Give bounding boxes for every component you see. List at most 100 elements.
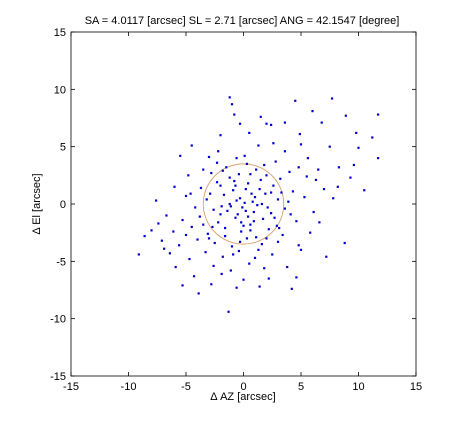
data-point [245,188,247,190]
data-point [295,220,297,222]
data-point [194,206,196,208]
data-point [161,240,163,242]
data-point [363,189,365,191]
data-point [187,174,189,176]
data-point [178,244,180,246]
data-point [307,157,309,159]
x-tick-label: 5 [298,381,304,393]
data-point [242,279,244,281]
data-point [226,210,228,212]
data-point [181,284,183,286]
data-point [233,113,235,115]
data-point [299,133,301,135]
data-point [265,123,267,125]
data-point [353,164,355,166]
data-point [260,116,262,118]
data-point [230,269,232,271]
chart-title: SA = 4.0117 [arcsec] SL = 2.71 [arcsec] … [85,15,400,27]
data-point [338,166,340,168]
data-point [247,216,249,218]
data-point [261,203,263,205]
data-point [208,237,210,239]
data-point [234,185,236,187]
data-point [249,229,251,231]
data-point [265,174,267,176]
data-point [306,175,308,177]
data-point [236,199,238,201]
x-tick-label: -10 [121,381,137,393]
data-point [248,263,250,265]
data-point [300,249,302,251]
data-point [202,169,204,171]
data-point [332,197,334,199]
data-point [221,205,223,207]
data-point [202,224,204,226]
data-point [265,237,267,239]
data-point [321,121,323,123]
data-point [239,123,241,125]
data-point [229,203,231,205]
data-point [294,100,296,102]
data-point [273,217,275,219]
data-point [263,164,265,166]
data-point [244,155,246,157]
data-point [377,113,379,115]
data-point [337,186,339,188]
data-point [224,235,226,237]
data-point [193,275,195,277]
data-point [371,136,373,138]
data-point [278,227,280,229]
data-point [298,166,300,168]
data-point [225,166,227,168]
data-point [239,197,241,199]
data-point [284,207,286,209]
data-point [253,211,255,213]
data-point [254,196,256,198]
data-point [331,97,333,99]
data-point [246,163,248,165]
data-point [349,177,351,179]
data-point [277,198,279,200]
data-point [216,181,218,183]
data-point [275,160,277,162]
data-point [208,156,210,158]
data-point [200,187,202,189]
data-point [290,213,292,215]
data-point [313,211,315,213]
data-point [198,292,200,294]
data-point [219,134,221,136]
data-point [345,115,347,117]
data-point [240,230,242,232]
data-point [241,206,243,208]
data-point [188,258,190,260]
data-point [207,233,209,235]
data-point [181,219,183,221]
data-point [217,221,219,223]
data-point [234,217,236,219]
data-point [257,249,259,251]
data-point [238,250,240,252]
data-point [247,182,249,184]
data-point [222,256,224,258]
data-point [237,213,239,215]
data-point [163,248,165,250]
data-point [267,206,269,208]
data-point [288,171,290,173]
data-point [233,180,235,182]
y-tick-label: 10 [54,84,66,96]
data-point [173,186,175,188]
data-point [246,237,248,239]
x-tick-label: 15 [410,381,422,393]
data-point [262,218,264,220]
data-point [270,124,272,126]
data-point [230,205,232,207]
data-point [239,241,241,243]
data-point [355,132,357,134]
data-point [248,132,250,134]
data-point [211,226,213,228]
data-point [138,253,140,255]
y-tick-label: 15 [54,27,66,39]
data-point [219,213,221,215]
data-point [254,257,256,259]
data-point [165,214,167,216]
